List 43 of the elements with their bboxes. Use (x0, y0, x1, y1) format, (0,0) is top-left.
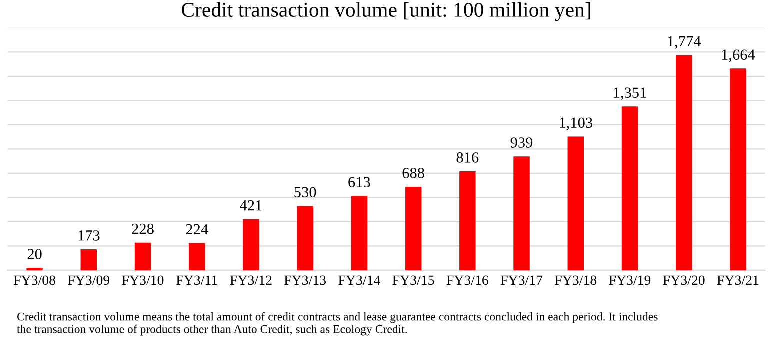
data-label: 816 (456, 152, 479, 163)
x-tick-label: FY3/18 (555, 276, 597, 286)
x-tick-label: FY3/15 (392, 276, 434, 286)
bar (568, 136, 584, 270)
bar (676, 55, 692, 270)
data-label: 1,103 (560, 118, 592, 130)
data-label: 530 (294, 187, 316, 198)
bar (514, 156, 530, 270)
bar (297, 206, 314, 270)
bar (189, 243, 206, 270)
bar (405, 187, 422, 270)
data-label: 1,774 (668, 36, 702, 49)
x-tick-label: FY3/21 (717, 276, 759, 286)
bar (243, 219, 260, 270)
bar (80, 249, 98, 270)
x-tick-label: FY3/09 (68, 276, 110, 286)
bar (622, 106, 638, 270)
data-label: 613 (348, 177, 370, 188)
data-label: 173 (78, 230, 100, 241)
data-label: 421 (240, 200, 262, 211)
x-tick-label: FY3/12 (230, 276, 272, 286)
data-label: 688 (402, 168, 424, 178)
x-tick-label: FY3/17 (500, 276, 543, 286)
x-tick-label: FY3/20 (663, 276, 705, 286)
text: Credit transaction volume means the total amount of credit contracts and lease guarantee contracts concluded in each period. It includes the transaction volume of products other than Auto Credit, such as Ecology Credit. (17, 312, 658, 336)
x-tick-label: FY3/11 (176, 276, 218, 286)
x-tick-label: FY3/16 (446, 276, 488, 286)
bar (730, 68, 746, 270)
x-tick-label: FY3/08 (14, 276, 56, 286)
data-label: 20 (28, 249, 42, 260)
bar (351, 196, 368, 270)
chart-title: Credit transaction volume [unit: 100 million yen] (182, 2, 590, 22)
data-label: 1,664 (722, 50, 756, 62)
data-label: 939 (510, 138, 533, 148)
x-tick-label: FY3/19 (609, 276, 651, 286)
data-label: 1,351 (614, 88, 646, 100)
x-tick-label: FY3/14 (338, 276, 380, 286)
x-tick-label: FY3/13 (284, 276, 326, 286)
data-label: 224 (186, 224, 208, 234)
bar (134, 242, 152, 270)
data-label: 228 (132, 224, 154, 234)
bar (460, 172, 476, 270)
x-tick-label: FY3/10 (122, 276, 164, 286)
